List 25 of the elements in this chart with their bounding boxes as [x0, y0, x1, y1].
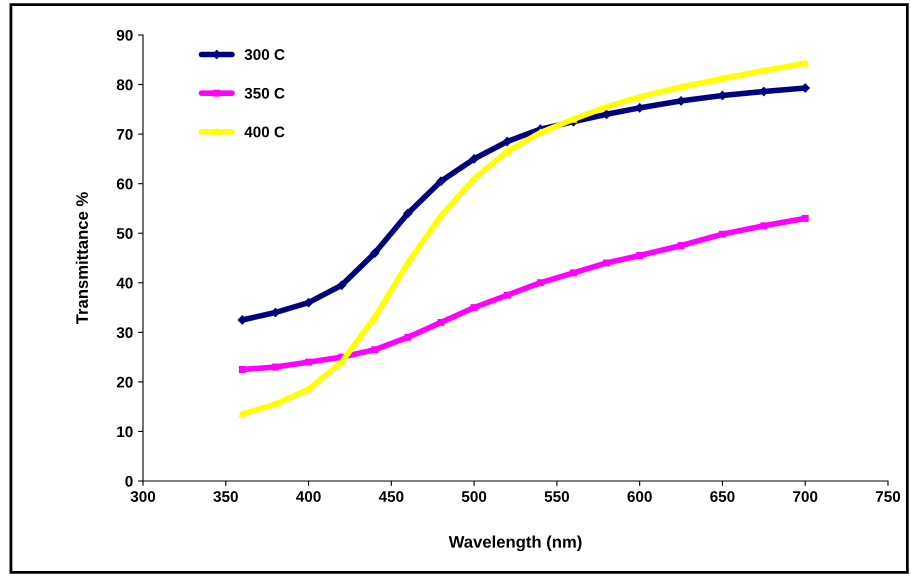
legend-label: 400 C: [244, 126, 285, 138]
y-tick-label: 40: [116, 278, 133, 288]
legend-label: 350 C: [244, 88, 285, 99]
y-tick-label: 0: [125, 476, 133, 487]
legend-label: 300 C: [244, 49, 285, 60]
x-tick-label: 300: [130, 491, 156, 502]
x-tick-label: 750: [876, 491, 900, 502]
x-tick-label: 650: [710, 491, 735, 502]
y-tick-label: 90: [116, 30, 133, 41]
y-tick-label: 70: [116, 128, 133, 140]
x-tick-label: 400: [296, 491, 321, 502]
y-tick-label: 80: [116, 79, 133, 90]
x-axis-title: Wavelength (nm): [448, 536, 582, 552]
y-tick-label: 30: [116, 327, 133, 338]
y-axis-title: Transmittance %: [76, 192, 88, 324]
y-tick-label: 20: [116, 376, 133, 388]
x-tick-label: 550: [544, 491, 570, 502]
x-tick-label: 450: [378, 491, 404, 502]
x-tick-label: 600: [627, 491, 652, 502]
x-tick-label: 350: [213, 491, 238, 502]
y-tick-label: 60: [116, 178, 133, 190]
y-tick-label: 10: [117, 426, 133, 438]
x-tick-label: 500: [462, 491, 486, 502]
y-tick-label: 50: [116, 228, 133, 239]
x-tick-label: 700: [793, 491, 818, 502]
